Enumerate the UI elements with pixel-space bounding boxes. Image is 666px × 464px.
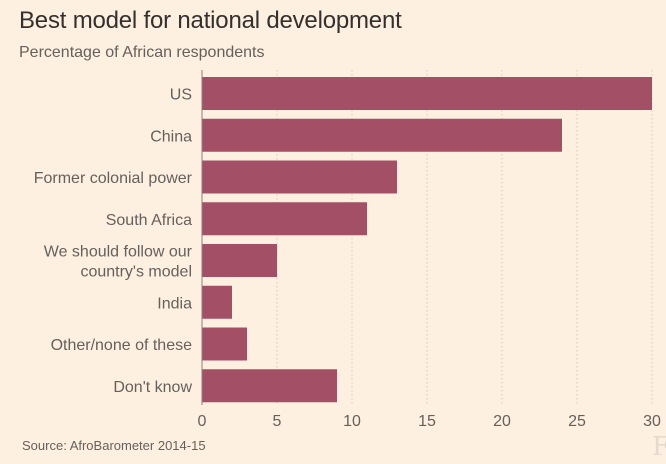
- bar-india: [202, 285, 232, 319]
- category-label: Former colonial power: [34, 170, 193, 187]
- category-label: South Africa: [106, 212, 192, 229]
- category-label: Other/none of these: [51, 337, 193, 354]
- bar-former-colonial-power: [202, 160, 397, 194]
- chart-subtitle: Percentage of African respondents: [19, 44, 265, 61]
- bar-china: [202, 118, 562, 152]
- category-label: country's model: [80, 264, 192, 281]
- x-tick-label: 20: [493, 413, 511, 430]
- category-label: US: [170, 87, 192, 104]
- bar-don-t-know: [202, 369, 337, 403]
- x-tick-label: 5: [273, 413, 282, 430]
- bar-us: [202, 77, 652, 110]
- category-label: India: [157, 295, 192, 312]
- chart-title: Best model for national development: [19, 7, 402, 34]
- category-label: Don't know: [113, 379, 192, 396]
- x-tick-label: 30: [643, 413, 661, 430]
- bar-we-should-follow-our-country-s-model: [202, 244, 277, 277]
- bar-south-africa: [202, 202, 367, 236]
- category-label: We should follow our: [44, 244, 193, 261]
- x-tick-label: 10: [343, 413, 361, 430]
- category-label: China: [150, 128, 192, 145]
- x-tick-label: 25: [568, 413, 586, 430]
- source-note: Source: AfroBarometer 2014-15: [22, 438, 206, 453]
- ft-logo: F: [652, 432, 666, 462]
- x-tick-label: 0: [198, 413, 207, 430]
- bar-other-none-of-these: [202, 327, 247, 361]
- x-tick-label: 15: [418, 413, 436, 430]
